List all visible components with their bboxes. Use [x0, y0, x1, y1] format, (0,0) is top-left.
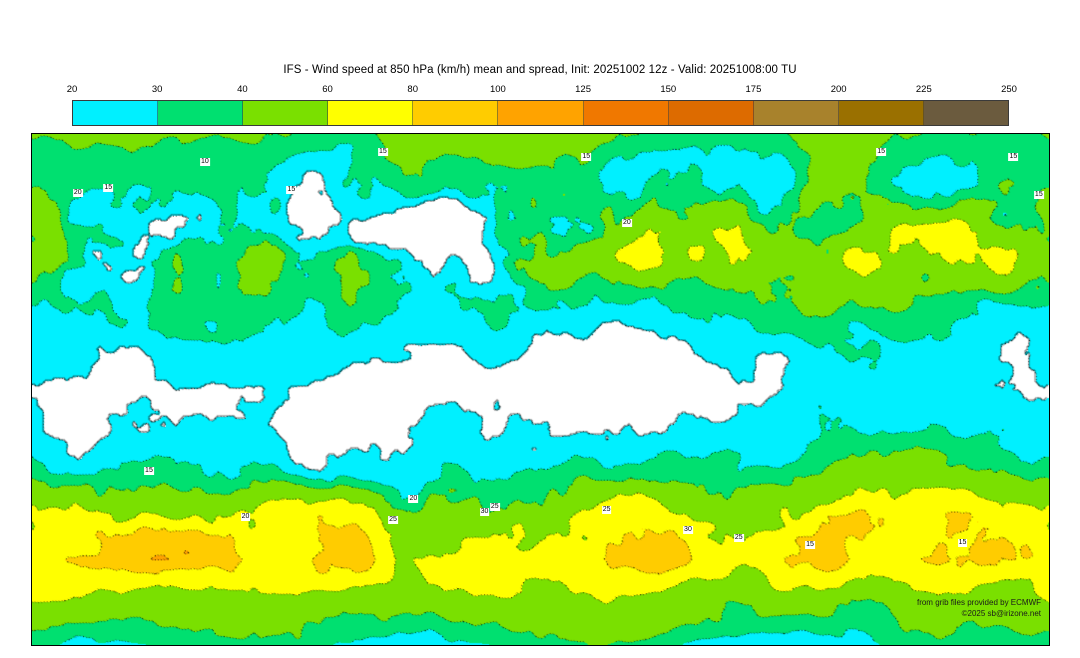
contour-label: 20: [240, 513, 251, 522]
contour-label: 15: [957, 538, 968, 547]
colorbar-band-60-80: [328, 101, 414, 125]
contour-label: 25: [388, 515, 398, 524]
colorbar-bands: [72, 100, 1009, 126]
page-title: IFS - Wind speed at 850 hPa (km/h) mean …: [283, 64, 797, 76]
colorbar-tick-125: 125: [575, 84, 592, 95]
colorbar-band-100-125: [498, 101, 584, 125]
colorbar-tick-40: 40: [237, 84, 248, 95]
colorbar-band-125-150: [583, 101, 669, 125]
contour-label: 15: [377, 147, 388, 156]
wind-speed-map[interactable]: [32, 134, 1049, 645]
colorbar-tick-60: 60: [322, 84, 333, 95]
colorbar-band-175-200: [753, 101, 839, 125]
colorbar-band-225-250: [923, 101, 1009, 125]
contour-label: 15: [581, 152, 592, 161]
contour-label: 30: [683, 526, 693, 535]
colorbar-tick-100: 100: [489, 84, 506, 95]
contour-label: 15: [1008, 152, 1019, 161]
colorbar-tick-175: 175: [745, 84, 762, 95]
contour-label: 15: [103, 183, 114, 192]
colorbar-tick-labels: 20 30 40 60 80 100 125 150 175 200 225 250: [67, 84, 1017, 98]
contour-label: 15: [876, 147, 887, 156]
colorbar-tick-80: 80: [407, 84, 419, 95]
contour-label: 15: [805, 541, 815, 550]
contour-label: 25: [489, 503, 500, 512]
contour-label: 15: [1033, 191, 1044, 200]
colorbar-tick-20: 20: [66, 84, 78, 95]
contour-label: 25: [733, 533, 744, 542]
colorbar-tick-30: 30: [151, 84, 163, 95]
contour-label: 30: [479, 508, 490, 517]
contour-label: 10: [199, 158, 210, 167]
colorbar-band-40-60: [243, 101, 329, 125]
colorbar-band-80-100: [413, 101, 499, 125]
colorbar-band-150-175: [668, 101, 754, 125]
colorbar: 20 30 40 60 80 100 125 150 175 200 225 250: [67, 84, 1017, 128]
colorbar-tick-250: 250: [1001, 84, 1017, 95]
map-frame[interactable]: 10 15 20 15 15 15 15 15 15 20 20 25 25 30 25 30 25 15 15 20…: [31, 133, 1050, 646]
contour-label: 20: [622, 219, 632, 228]
attribution-copyright: ©2025 sb@irizone.net: [961, 609, 1041, 618]
contour-label: 25: [601, 505, 612, 514]
colorbar-tick-200: 200: [830, 84, 847, 95]
colorbar-tick-150: 150: [660, 84, 677, 95]
contour-label: 15: [286, 186, 297, 195]
contour-label: 15: [144, 467, 154, 476]
colorbar-band-200-225: [838, 101, 924, 125]
colorbar-band-20-30: [73, 101, 159, 125]
contour-label: 20: [408, 495, 419, 504]
contour-label: 20: [72, 188, 83, 197]
attribution: from grib files provided by ECMWF ©2025 …: [917, 597, 1041, 619]
colorbar-tick-225: 225: [915, 84, 932, 95]
attribution-source: from grib files provided by ECMWF: [916, 598, 1041, 607]
colorbar-band-30-40: [158, 101, 244, 125]
